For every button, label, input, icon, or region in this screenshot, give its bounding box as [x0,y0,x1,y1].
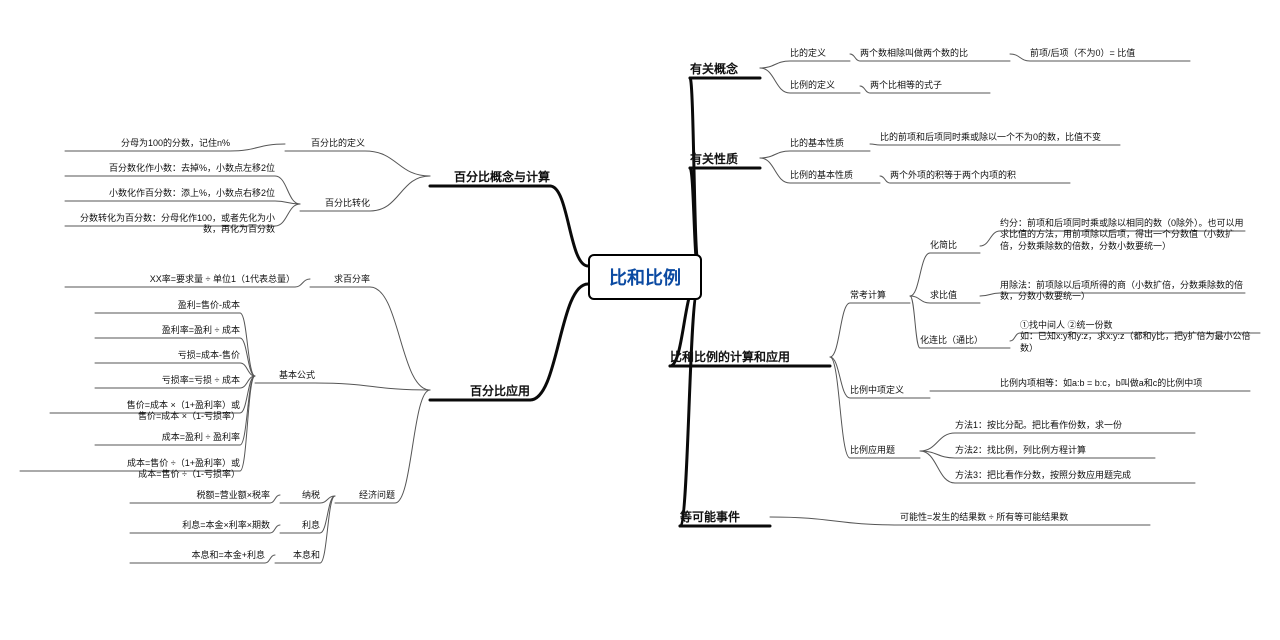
node-L2b: 基本公式 [255,370,315,381]
node-R3c1: 方法1：按比分配。把比看作份数，求一份 [955,420,1195,431]
node-R2: 有关性质 [690,152,760,167]
node-R2a1: 比的前项和后项同时乘或除以一个不为0的数，比值不变 [880,132,1120,143]
node-R3a3a: ①找中间人 ②统一份数 如：已知x:y和y:z，求x:y:z（都和y比，把y扩倍… [1020,320,1260,354]
node-L2b4: 亏损率=亏损 ÷ 成本 [95,375,240,386]
node-R3c3: 方法3：把比看作分数，按照分数应用题完成 [955,470,1195,481]
node-R1b: 比例的定义 [790,80,860,91]
root-label: 比和比例 [609,264,681,290]
node-L1: 百分比概念与计算 [430,170,550,185]
node-L2c2a: 利息=本金×利率×期数 [130,520,270,531]
mindmap-root: 比和比例 [588,254,702,300]
node-R4a: 可能性=发生的结果数 ÷ 所有等可能结果数 [900,512,1150,523]
node-L2b5: 售价=成本 ×（1+盈利率）或 售价=成本 ×（1-亏损率） [50,400,240,423]
node-L1b3: 分数转化为百分数：分母化作100，或者先化为小数，再化为百分数 [65,213,275,236]
node-R3a1a: 约分：前项和后项同时乘或除以相同的数（0除外）。也可以用求比值的方法，用前项除以… [1000,218,1245,252]
node-R3b1: 比例内项相等：如a:b = b:c，b叫做a和c的比例中项 [1000,378,1250,389]
node-L2c2: 利息 [280,520,320,531]
node-L2b3: 亏损=成本-售价 [95,350,240,361]
node-R3a3: 化连比（通比） [920,335,1010,346]
node-L2b7: 成本=售价 ÷（1+盈利率）或 成本=售价 ÷（1-亏损率） [20,458,240,481]
node-R4: 等可能事件 [680,510,770,525]
node-L2b2: 盈利率=盈利 ÷ 成本 [95,325,240,336]
node-R3a2: 求比值 [930,290,980,301]
node-L1b2: 小数化作百分数：添上%，小数点右移2位 [65,188,275,199]
node-L2c3: 本息和 [275,550,320,561]
node-L2b6: 成本=盈利 ÷ 盈利率 [95,432,240,443]
node-R3c: 比例应用题 [850,445,920,456]
node-R3a2a: 用除法：前项除以后项所得的商（小数扩倍，分数乘除数的倍数，分数小数要统一） [1000,280,1245,303]
node-R2b: 比例的基本性质 [790,170,880,181]
node-R3c2: 方法2：找比例，列比例方程计算 [955,445,1155,456]
node-R3b: 比例中项定义 [850,385,930,396]
node-L2c3a: 本息和=本金+利息 [130,550,265,561]
node-R3a1: 化简比 [930,240,980,251]
node-R1: 有关概念 [690,62,760,77]
node-L2: 百分比应用 [430,384,530,399]
node-L1b1: 百分数化作小数：去掉%，小数点左移2位 [65,163,275,174]
node-L1a: 百分比的定义 [285,138,365,149]
node-L1b: 百分比转化 [300,198,370,209]
node-L2a: 求百分率 [310,274,370,285]
node-R3a: 常考计算 [850,290,910,301]
node-R1a1: 两个数相除叫做两个数的比 [860,48,1010,59]
node-R1a: 比的定义 [790,48,850,59]
node-R1b1: 两个比相等的式子 [870,80,990,91]
node-R1a2: 前项/后项（不为0）= 比值 [1030,48,1190,59]
node-L2b1: 盈利=售价-成本 [95,300,240,311]
node-L2c1a: 税额=营业额×税率 [130,490,270,501]
node-L2c: 经济问题 [335,490,395,501]
node-R2a: 比的基本性质 [790,138,870,149]
node-R3: 比和比例的计算和应用 [670,350,830,365]
node-L1a1: 分母为100的分数，记住n% [65,138,230,149]
node-L2a1: XX率=要求量 ÷ 单位1（1代表总量） [65,274,295,285]
node-L2c1: 纳税 [280,490,320,501]
node-R2b1: 两个外项的积等于两个内项的积 [890,170,1070,181]
